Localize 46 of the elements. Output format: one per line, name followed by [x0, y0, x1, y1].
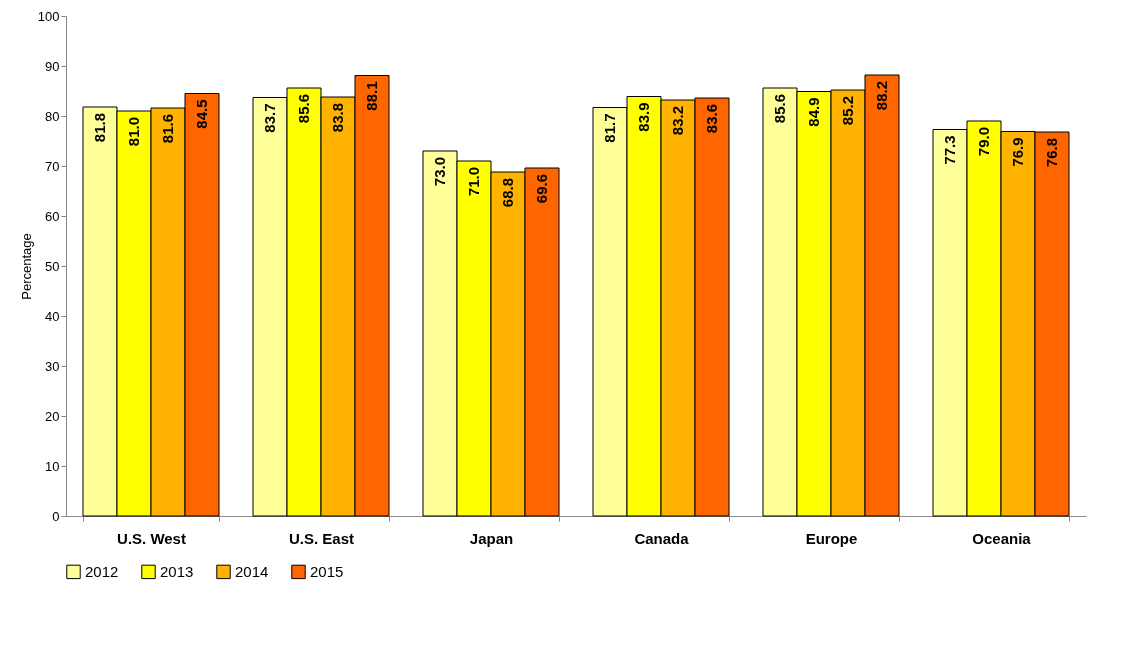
x-tick-label: Canada — [634, 529, 690, 547]
x-tick-label: Japan — [469, 529, 514, 547]
data-label: 84.9 — [805, 97, 822, 127]
legend-label: 2014 — [235, 562, 269, 580]
data-label: 77.3 — [941, 135, 958, 165]
data-label: 71.0 — [465, 167, 482, 197]
legend-label: 2013 — [160, 562, 194, 580]
data-label: 81.8 — [91, 113, 108, 143]
y-tick-label: 60 — [45, 208, 60, 224]
y-tick-label: 40 — [45, 308, 60, 324]
y-tick-label: 0 — [52, 508, 60, 524]
y-tick-label: 80 — [45, 108, 60, 124]
data-label: 85.6 — [771, 94, 788, 124]
data-label: 83.8 — [329, 103, 346, 133]
data-label: 85.6 — [295, 94, 312, 124]
data-label: 81.7 — [601, 113, 618, 143]
x-tick-label: Europe — [805, 529, 858, 547]
data-label: 88.1 — [363, 81, 380, 111]
y-tick-label: 90 — [45, 58, 60, 74]
data-label: 79.0 — [975, 127, 992, 157]
data-label: 73.0 — [431, 157, 448, 187]
y-tick-label: 20 — [45, 408, 60, 424]
data-label: 85.2 — [839, 96, 856, 126]
y-tick-label: 50 — [45, 258, 60, 274]
y-tick-label: 30 — [45, 358, 60, 374]
x-tick-label: Oceania — [972, 529, 1032, 547]
x-tick-label: U.S. East — [288, 529, 355, 547]
data-label: 83.2 — [669, 106, 686, 136]
data-label: 83.9 — [635, 102, 652, 132]
legend-label: 2015 — [310, 562, 344, 580]
data-label: 83.6 — [703, 104, 720, 134]
y-tick-label: 100 — [37, 8, 60, 24]
y-axis-title: Percentage — [18, 233, 34, 300]
legend-label: 2012 — [85, 562, 119, 580]
data-label: 81.0 — [125, 117, 142, 147]
data-label: 88.2 — [873, 81, 890, 111]
y-tick-label: 70 — [45, 158, 60, 174]
data-label: 68.8 — [499, 178, 516, 208]
data-label: 83.7 — [261, 103, 278, 133]
x-tick-label: U.S. West — [117, 529, 186, 547]
data-label: 76.9 — [1009, 137, 1026, 167]
y-tick-label: 10 — [45, 458, 60, 474]
data-label: 76.8 — [1043, 138, 1060, 168]
data-label: 81.6 — [159, 114, 176, 144]
data-label: 69.6 — [533, 174, 550, 204]
data-label: 84.5 — [193, 99, 210, 129]
